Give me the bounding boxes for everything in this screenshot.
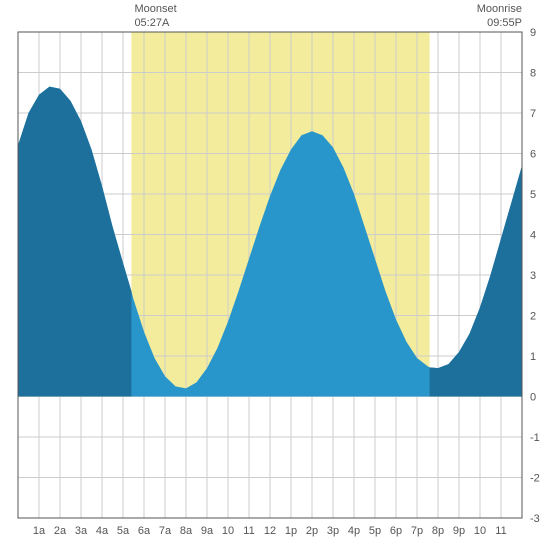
svg-text:7a: 7a (159, 525, 172, 537)
svg-text:-3: -3 (530, 513, 540, 525)
svg-text:8a: 8a (180, 525, 193, 537)
svg-text:11: 11 (495, 525, 506, 537)
svg-text:1: 1 (530, 351, 536, 363)
svg-text:3p: 3p (327, 525, 339, 537)
svg-text:3: 3 (530, 270, 536, 282)
svg-text:-1: -1 (530, 432, 540, 444)
svg-text:8: 8 (530, 68, 536, 80)
moonset-title: Moonset (134, 2, 176, 16)
chart-svg: -3-2-101234567891a2a3a4a5a6a7a8a9a101112… (0, 0, 550, 550)
moonrise-title: Moonrise (477, 2, 522, 16)
svg-text:6a: 6a (138, 525, 151, 537)
svg-text:12: 12 (264, 525, 276, 537)
svg-text:1a: 1a (33, 525, 46, 537)
svg-text:2a: 2a (54, 525, 67, 537)
svg-text:4: 4 (530, 230, 536, 242)
moonrise-time: 09:55P (477, 16, 522, 30)
svg-text:-2: -2 (530, 473, 540, 485)
moonrise-annotation: Moonrise 09:55P (477, 2, 522, 31)
moonset-annotation: Moonset 05:27A (134, 2, 176, 31)
svg-text:11: 11 (243, 525, 254, 537)
svg-text:10: 10 (474, 525, 486, 537)
svg-text:1p: 1p (285, 525, 297, 537)
svg-text:9a: 9a (201, 525, 214, 537)
svg-text:5: 5 (530, 189, 536, 201)
svg-text:4a: 4a (96, 525, 109, 537)
svg-text:0: 0 (530, 392, 536, 404)
svg-text:7p: 7p (411, 525, 423, 537)
svg-text:7: 7 (530, 108, 536, 120)
moonset-time: 05:27A (134, 16, 176, 30)
svg-text:2: 2 (530, 311, 536, 323)
svg-text:10: 10 (222, 525, 234, 537)
svg-text:8p: 8p (432, 525, 444, 537)
svg-text:6: 6 (530, 149, 536, 161)
svg-text:6p: 6p (390, 525, 402, 537)
svg-text:5a: 5a (117, 525, 130, 537)
svg-text:5p: 5p (369, 525, 381, 537)
svg-text:3a: 3a (75, 525, 88, 537)
svg-text:4p: 4p (348, 525, 360, 537)
tide-chart: Moonset 05:27A Moonrise 09:55P -3-2-1012… (0, 0, 550, 550)
svg-text:2p: 2p (306, 525, 318, 537)
svg-text:9p: 9p (453, 525, 465, 537)
svg-text:9: 9 (530, 27, 536, 39)
